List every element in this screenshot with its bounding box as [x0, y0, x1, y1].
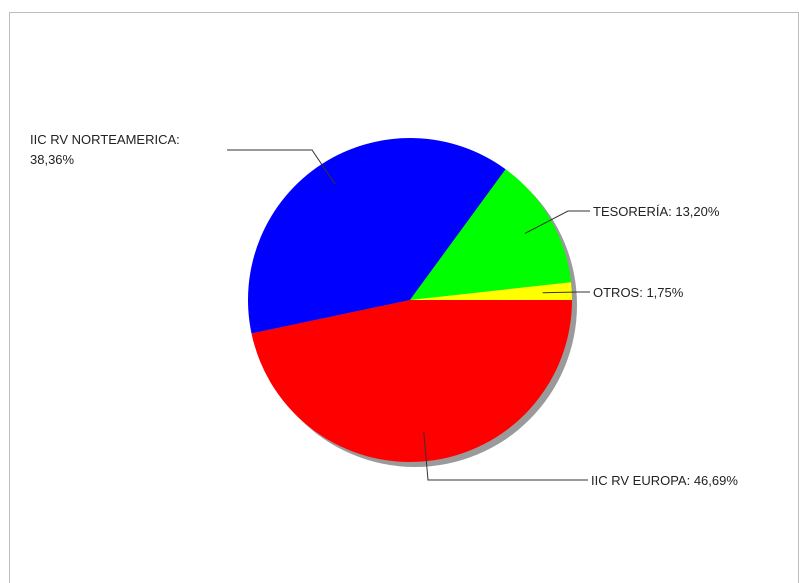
label-iic-rv-norteamerica-line1: IIC RV NORTEAMERICA:: [30, 132, 180, 147]
pie-slice-otros: [410, 282, 572, 300]
pie-slice-iic-rv-norteamerica: [248, 138, 506, 334]
pie-slice-iic-rv-europa: [251, 300, 572, 463]
label-tesoreria: TESORERÍA: 13,20%: [593, 204, 720, 219]
leader-line-iic-rv-norteamerica: [227, 149, 336, 185]
pie-slice-tesoreria: [410, 169, 572, 300]
leader-line-iic-rv-europa: [423, 432, 588, 481]
label-iic-rv-europa: IIC RV EUROPA: 46,69%: [591, 473, 738, 488]
label-iic-rv-norteamerica-line2: 38,36%: [30, 152, 75, 167]
leader-line-tesoreria: [524, 210, 590, 234]
leader-lines: [227, 149, 590, 481]
leader-line-otros: [542, 291, 590, 294]
label-otros: OTROS: 1,75%: [593, 285, 684, 300]
pie-slices: [248, 138, 572, 463]
